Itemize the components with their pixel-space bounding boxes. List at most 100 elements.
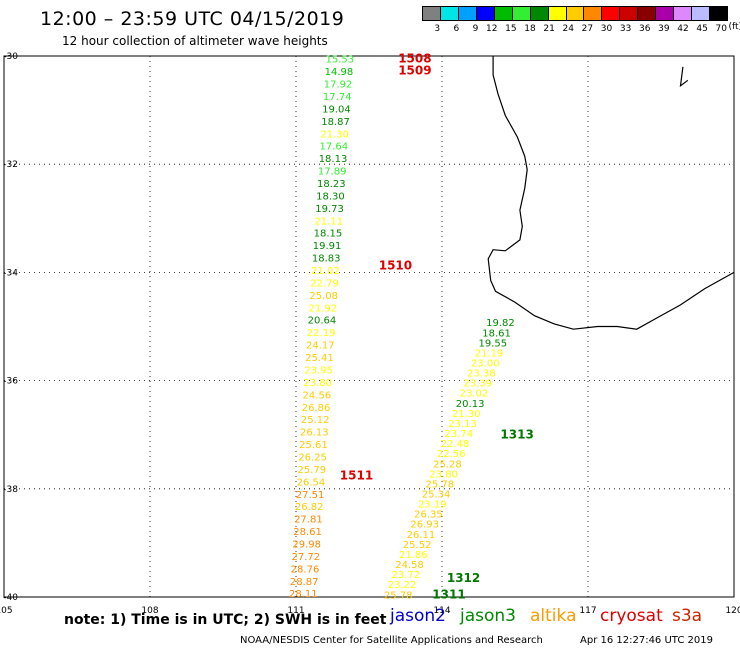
swh-label-track-b: 19.82 [486, 318, 515, 329]
legend-label: 15 [505, 24, 517, 34]
lon-tick-label: 114 [433, 606, 450, 616]
credit-line: NOAA/NESDIS Center for Satellite Applica… [240, 635, 543, 646]
lat-tick-label: -38 [3, 485, 18, 495]
pass-number: 1510 [379, 258, 412, 272]
legend-unit: (ft) [728, 22, 740, 32]
legend-swatch [458, 7, 477, 20]
lon-tick-label: 111 [287, 606, 304, 616]
swh-label-track-b: 23.02 [460, 389, 489, 400]
swh-label-track-b: 18.61 [482, 328, 511, 339]
swh-label-track-b: 23.00 [471, 358, 500, 369]
swh-label-track-a: 27.81 [294, 515, 323, 526]
legend-swatch [530, 7, 549, 20]
swh-label-track-b: 21.30 [452, 409, 481, 420]
swh-label-track-a: 19.73 [315, 204, 344, 215]
swh-label-track-a: 18.83 [312, 254, 341, 265]
pass-number: 1311 [432, 587, 465, 601]
legend-label: 3 [434, 24, 441, 34]
swh-label-track-b: 23.74 [444, 429, 473, 440]
swh-label-track-a: 18.87 [321, 117, 350, 128]
legend-swatch [638, 7, 657, 20]
legend-swatch [710, 7, 727, 20]
legend-swatches [422, 6, 728, 21]
swh-label-track-a: 22.79 [310, 278, 339, 289]
pass-number: 1313 [500, 428, 533, 442]
swh-label-track-a: 21.02 [311, 266, 340, 277]
mission-jason2: jason2 [390, 606, 446, 626]
legend-swatch [620, 7, 639, 20]
swh-label-track-a: 18.30 [316, 191, 345, 202]
legend-swatch [674, 7, 693, 20]
swh-label-track-a: 21.11 [314, 216, 343, 227]
mission-cryosat: cryosat [600, 606, 663, 626]
legend-label: 21 [543, 24, 555, 34]
mission-jason3: jason3 [460, 606, 516, 626]
swh-label-track-a: 25.12 [301, 415, 330, 426]
swh-label-track-b: 19.55 [479, 338, 508, 349]
lon-tick-label: 108 [141, 606, 158, 616]
swh-label-track-a: 21.30 [320, 129, 349, 140]
swh-label-track-a: 28.87 [290, 577, 319, 588]
swh-label-track-a: 15.53 [325, 55, 354, 66]
swh-label-track-b: 26.93 [410, 520, 439, 531]
swh-label-track-a: 17.74 [323, 92, 352, 103]
legend-swatch [656, 7, 675, 20]
swh-label-track-a: 25.61 [299, 440, 328, 451]
swh-label-track-a: 24.17 [306, 341, 335, 352]
legend-label: 70 [715, 24, 727, 34]
swh-label-track-a: 19.04 [322, 104, 351, 115]
swh-label-track-b: 22.48 [441, 439, 470, 450]
legend-label: 36 [639, 24, 651, 34]
legend-swatch [440, 7, 459, 20]
pass-number: 1312 [447, 571, 480, 585]
swh-label-track-a: 14.98 [325, 67, 354, 78]
swh-label-track-a: 28.11 [289, 589, 318, 600]
swh-label-track-a: 23.95 [304, 365, 333, 376]
swh-label-track-b: 23.19 [418, 500, 447, 511]
legend-swatch [512, 7, 531, 20]
lat-tick-label: -34 [3, 268, 18, 278]
swh-label-track-b: 25.78 [384, 590, 413, 601]
swh-label-track-a: 25.79 [297, 465, 326, 476]
mission-s3a: s3a [672, 606, 703, 626]
lon-tick-label: 120 [725, 606, 740, 616]
pass-number: 1511 [340, 468, 373, 482]
swh-label-track-b: 23.22 [388, 580, 417, 591]
swh-label-track-a: 17.64 [320, 142, 349, 153]
legend-label: 33 [619, 24, 632, 34]
swh-label-track-a: 24.56 [303, 390, 332, 401]
legend-label: 6 [453, 24, 460, 34]
swh-label-track-a: 21.92 [309, 303, 338, 314]
coastline [679, 66, 689, 88]
swh-label-track-a: 27.72 [292, 552, 321, 563]
legend-swatch [476, 7, 495, 20]
mission-altika: altika [530, 606, 577, 626]
swh-label-track-a: 28.61 [293, 527, 322, 538]
swh-label-track-a: 19.91 [313, 241, 342, 252]
map-subtitle: 12 hour collection of altimeter wave hei… [62, 34, 328, 48]
swh-label-track-b: 21.19 [475, 348, 504, 359]
swh-label-track-b: 23.72 [391, 570, 420, 581]
swh-label-track-b: 22.56 [437, 449, 466, 460]
legend-swatch [423, 7, 441, 20]
pass-number: 1509 [398, 64, 431, 78]
legend-labels: 3 6 9 12 15 18 21 24 27 30 33 36 39 42 45 70 [422, 24, 728, 34]
lon-tick-label: 117 [579, 606, 596, 616]
swh-label-track-a: 17.89 [318, 167, 347, 178]
swh-label-track-a: 26.13 [300, 428, 329, 439]
swh-label-track-b: 26.35 [414, 510, 443, 521]
legend-label: 39 [658, 24, 670, 34]
legend-label: 30 [600, 24, 613, 34]
swh-label-track-a: 18.23 [317, 179, 346, 190]
swh-label-track-a: 26.86 [302, 403, 331, 414]
swh-label-track-a: 29.98 [292, 539, 321, 550]
swh-label-track-b: 23.38 [467, 369, 496, 380]
swh-label-track-a: 23.80 [303, 378, 332, 389]
swh-label-track-b: 20.13 [456, 399, 485, 410]
swh-label-track-a: 18.15 [314, 229, 343, 240]
swh-label-track-a: 27.51 [296, 490, 325, 501]
legend-label: 12 [486, 24, 498, 34]
swh-label-track-b: 25.28 [433, 459, 462, 470]
